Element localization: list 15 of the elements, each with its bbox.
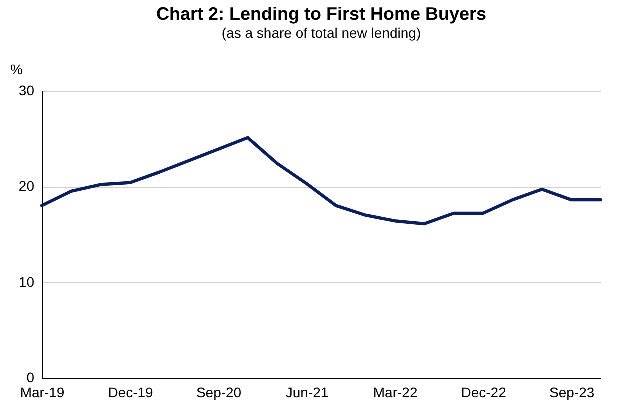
y-axis-title: % bbox=[10, 62, 23, 78]
x-tick-label: Sep-20 bbox=[196, 384, 242, 400]
x-tick-label: Dec-19 bbox=[108, 384, 154, 400]
y-tick-label: 20 bbox=[18, 178, 35, 194]
chart-subtitle: (as a share of total new lending) bbox=[222, 25, 422, 41]
x-tick-label: Sep-23 bbox=[550, 384, 595, 400]
chart-title: Chart 2: Lending to First Home Buyers bbox=[156, 4, 487, 24]
x-tick-label: Mar-22 bbox=[373, 384, 418, 400]
x-tick-label: Mar-19 bbox=[20, 384, 65, 400]
y-tick-label: 10 bbox=[18, 274, 35, 290]
y-tick-label: 30 bbox=[18, 82, 35, 98]
line-series bbox=[40, 136, 603, 226]
y-tick-label: 0 bbox=[26, 370, 35, 386]
x-tick-label: Dec-22 bbox=[461, 384, 507, 400]
x-tick-label: Jun-21 bbox=[286, 384, 329, 400]
